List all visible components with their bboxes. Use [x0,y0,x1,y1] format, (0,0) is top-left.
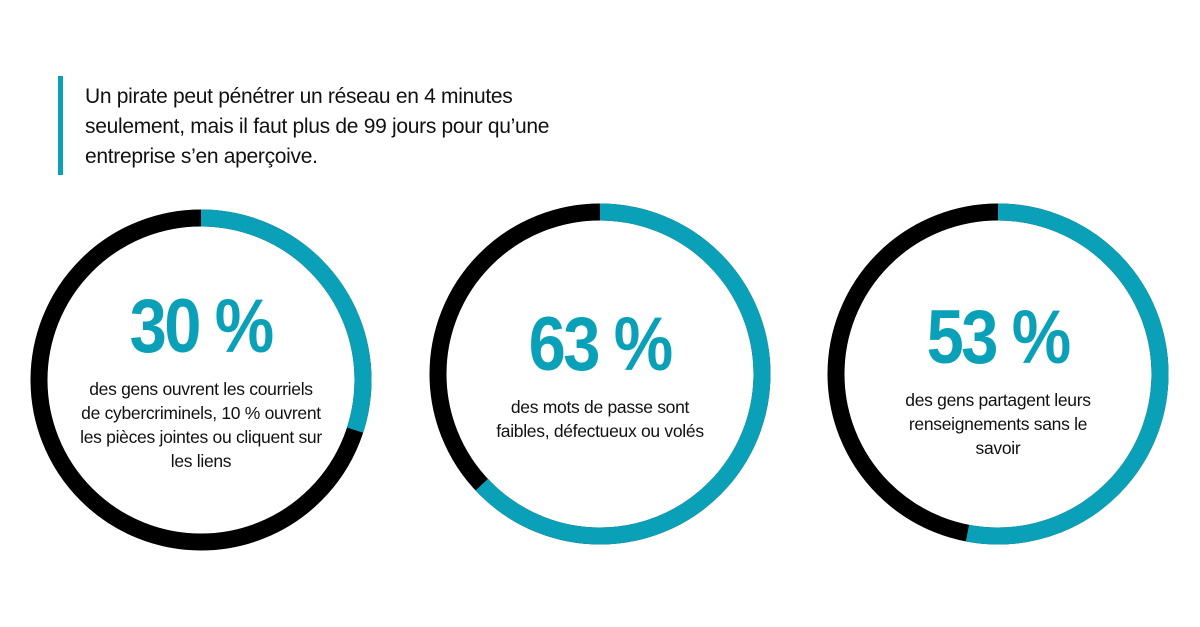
stat-value: 53 % [927,295,1072,380]
donut-stat-3: 53 % des gens partagent leurs renseignem… [827,203,1169,545]
header-quote-block: Un pirate peut pénétrer un réseau en 4 m… [58,76,555,175]
donut-stat-2: 63 % des mots de passe sont faibles, déf… [429,203,771,545]
stat-value: 30 % [130,284,275,369]
donut-ring-3 [827,203,1169,545]
donut-ring-1 [30,209,372,551]
donut-ring-2 [429,203,771,545]
stat-description: des mots de passe sont faibles, défectue… [496,397,704,441]
stat-description: des gens partagent leurs renseignements … [905,390,1091,458]
stat-description: des gens ouvrent les courriels de cyberc… [80,379,322,471]
stat-value: 63 % [529,302,674,387]
header-quote: Un pirate peut pénétrer un réseau en 4 m… [85,85,550,168]
donut-stat-1: 30 % des gens ouvrent les courriels de c… [30,209,372,551]
